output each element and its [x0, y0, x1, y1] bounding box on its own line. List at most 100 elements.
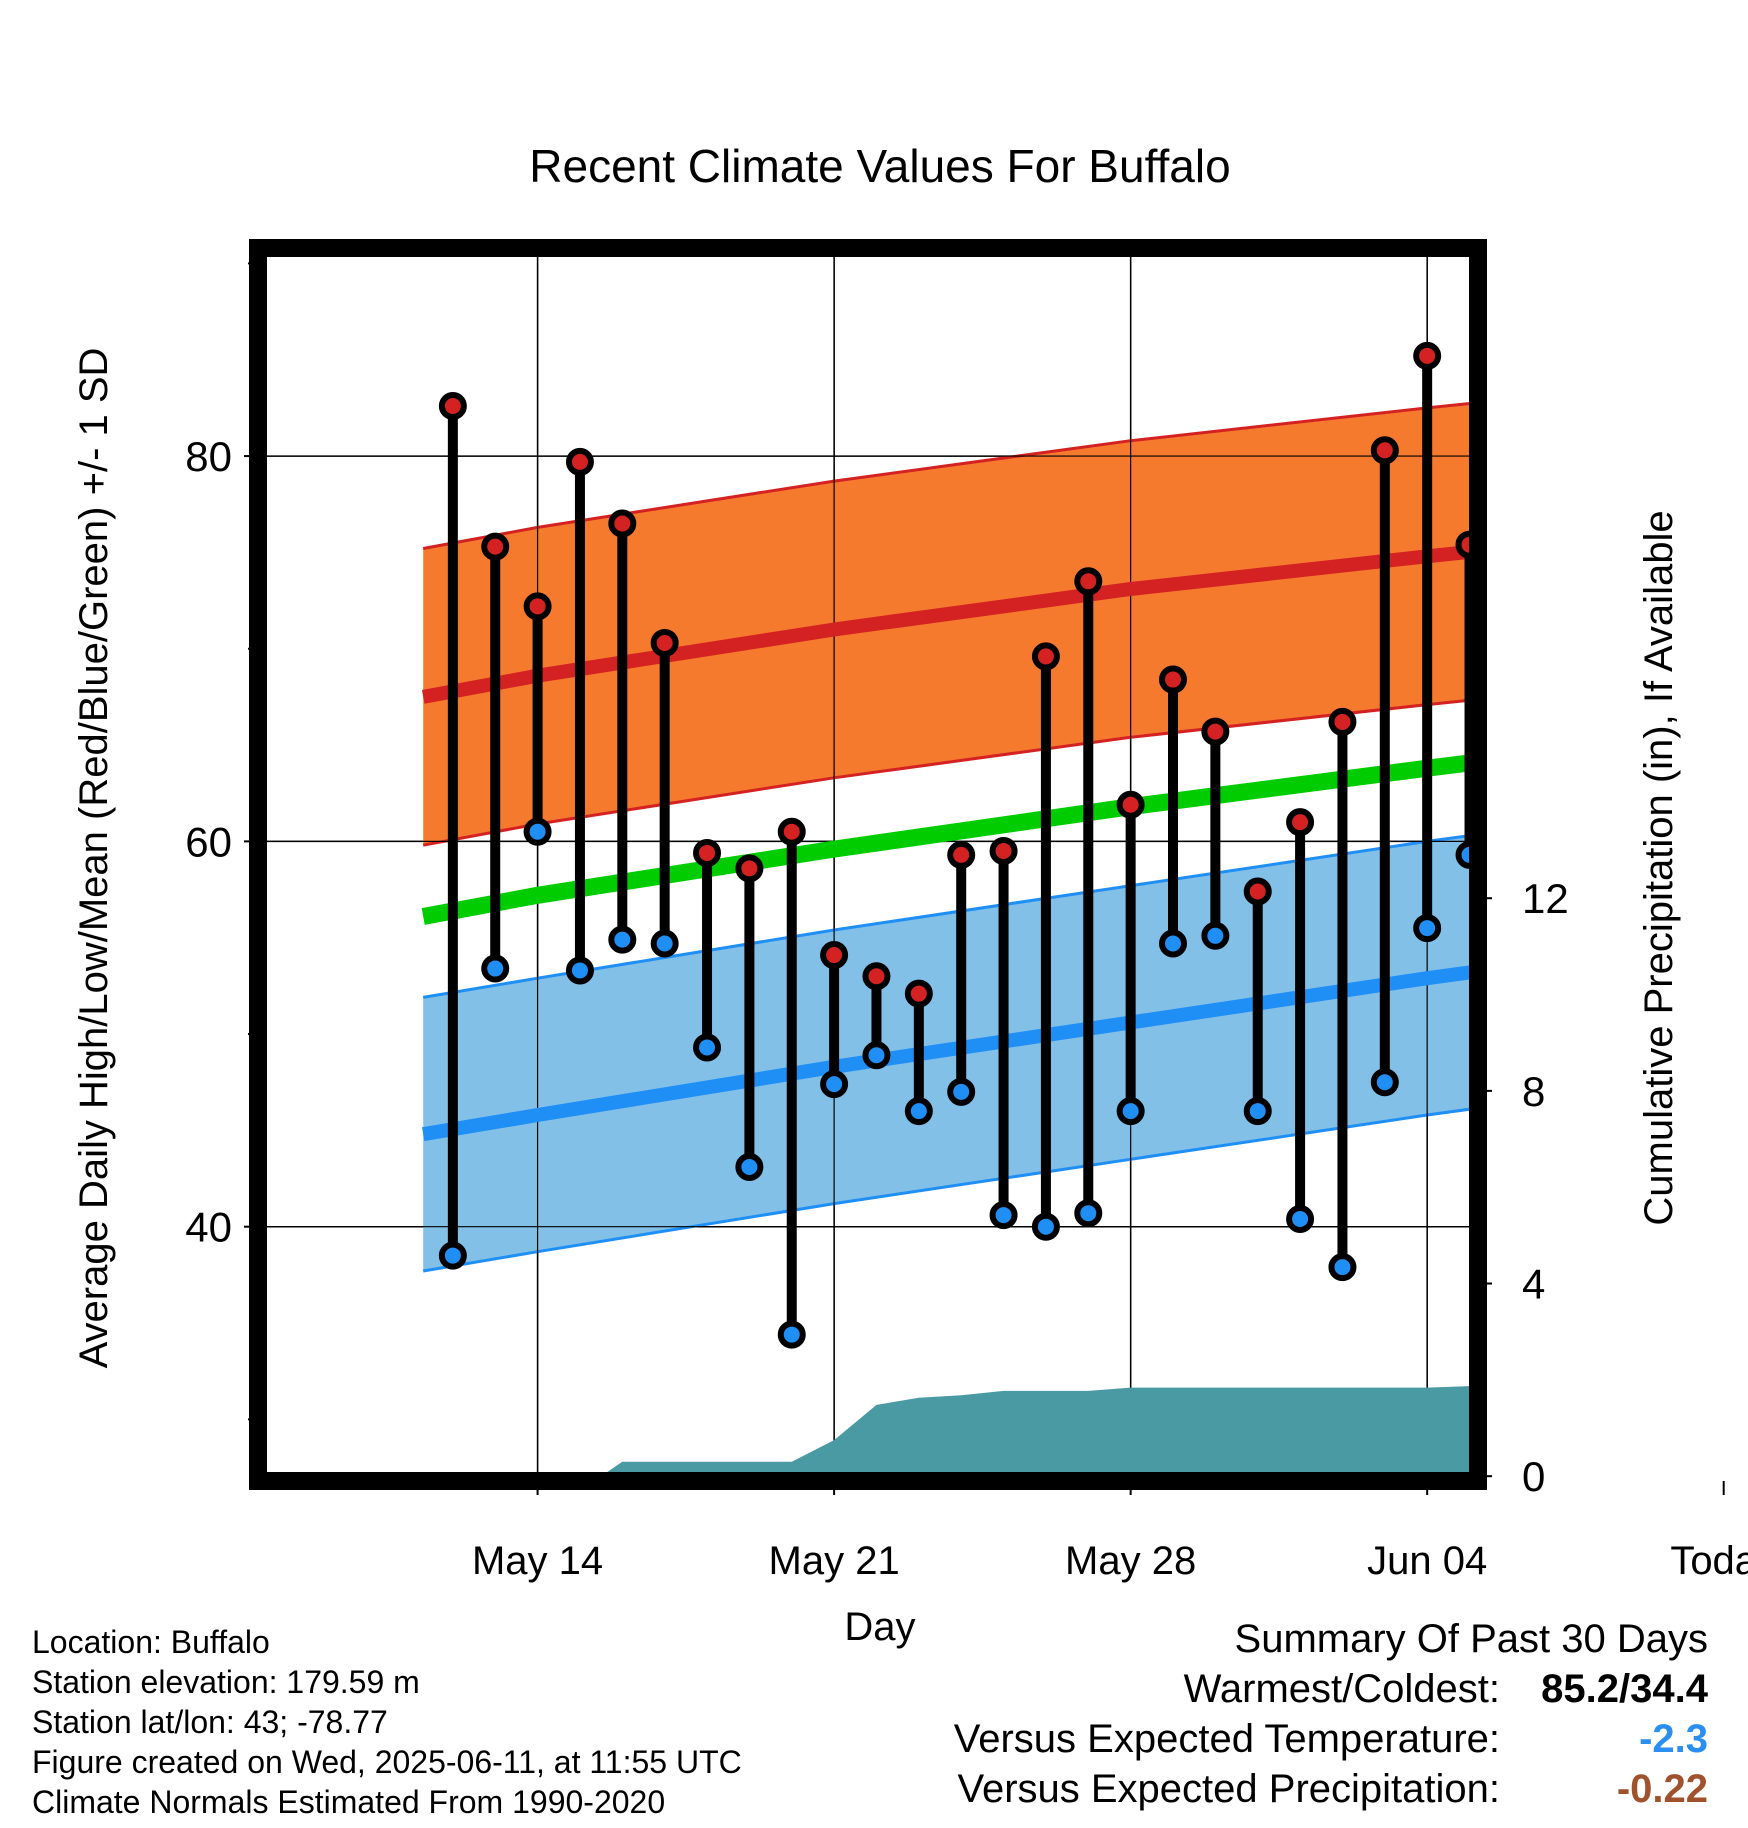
- daily-high-point: [735, 854, 764, 883]
- daily-high-point: [1159, 665, 1187, 694]
- plot-area: 1 SD:±7.7°FAvg:76.4°F1 SD:±7.1°FAvg:55°F…: [258, 248, 1748, 1481]
- band-annotation: 76.4°F: [1742, 569, 1748, 610]
- daily-high-point: [820, 941, 849, 970]
- summary-panel: Summary Of Past 30 Days Warmest/Coldest:…: [954, 1614, 1708, 1814]
- precip-annotation: Days: [1736, 1427, 1748, 1468]
- daily-high-point: [523, 592, 552, 621]
- x-tick-label: Today: [1670, 1539, 1748, 1583]
- summary-title: Summary Of Past 30 Days: [1234, 1617, 1708, 1661]
- daily-high-point: [608, 509, 637, 538]
- daily-high-point: [947, 840, 976, 869]
- daily-high-point: [1116, 790, 1145, 819]
- y-right-tick-label: 0: [1522, 1453, 1545, 1500]
- low-avg-marker: [1709, 923, 1739, 953]
- daily-mean-normal-line: [421, 753, 1478, 925]
- daily-high-point: [1031, 642, 1060, 671]
- y-tick-label: 60: [185, 818, 232, 865]
- daily-high-point: [481, 532, 510, 561]
- daily-low-point: [693, 1033, 722, 1062]
- daily-low-point: [947, 1077, 976, 1106]
- summary-temp-row: Versus Expected Temperature: -2.3: [954, 1714, 1708, 1764]
- info-elevation: Station elevation: 179.59 m: [32, 1664, 420, 1700]
- high-normal-line: [421, 543, 1478, 704]
- y-tick-label: 40: [185, 1204, 232, 1251]
- daily-low-point: [1586, 1010, 1608, 1032]
- summary-precip-value: -0.22: [1616, 1767, 1708, 1811]
- low-normal-line: [422, 964, 1478, 1142]
- daily-high-point: [1328, 707, 1357, 736]
- band-annotation: ±7.7°F: [1738, 323, 1748, 364]
- summary-warmest-row: Warmest/Coldest: 85.2/34.4: [954, 1664, 1708, 1714]
- x-tick-label: May 14: [472, 1539, 603, 1583]
- daily-high-point: [565, 447, 594, 476]
- summary-warmest-value: 85.2/34.4: [1541, 1667, 1708, 1711]
- daily-high-point: [1286, 808, 1315, 837]
- y-right-tick-label: 12: [1522, 875, 1569, 922]
- plot-frame: [249, 239, 1487, 1490]
- station-info: Location: Buffalo Station elevation: 179…: [32, 1622, 742, 1822]
- y-axis-label: Average Daily High/Low/Mean (Red/Blue/Gr…: [72, 348, 116, 1369]
- daily-low-point: [565, 956, 594, 985]
- y-tick-label: 80: [185, 433, 232, 480]
- daily-high-point: [862, 962, 891, 991]
- daily-high-point: [1074, 567, 1103, 596]
- daily-low-point: [777, 1320, 806, 1349]
- daily-low-point: [904, 1097, 933, 1126]
- daily-low-point: [523, 817, 552, 846]
- high-sd-lower-edge: [422, 697, 1478, 847]
- daily-low-point: [481, 954, 510, 983]
- summary-precip-row: Versus Expected Precipitation: -0.22: [954, 1764, 1708, 1814]
- daily-low-point: [1286, 1204, 1315, 1233]
- summary-temp-label: Versus Expected Temperature:: [953, 1717, 1500, 1761]
- info-normals: Climate Normals Estimated From 1990-2020: [32, 1784, 666, 1820]
- summary-temp-value: -2.3: [1639, 1717, 1708, 1761]
- daily-low-point: [862, 1041, 891, 1070]
- daily-low-point: [1543, 940, 1565, 962]
- daily-high-point: [1586, 549, 1608, 571]
- daily-low-point: [1116, 1097, 1145, 1126]
- daily-high-point: [1201, 717, 1230, 746]
- band-annotation: 1 SD:: [1742, 818, 1748, 859]
- precip-annotation: 30: [1736, 1381, 1748, 1422]
- daily-high-point: [650, 628, 679, 657]
- daily-low-point: [1413, 914, 1442, 943]
- daily-low-point: [1370, 1068, 1399, 1097]
- daily-high-point: [989, 837, 1018, 866]
- daily-low-point: [1501, 798, 1523, 820]
- daily-high-point: [1501, 557, 1523, 579]
- high-sd-upper-edge: [422, 401, 1478, 550]
- daily-high-point: [904, 979, 933, 1008]
- y-right-tick-label: 8: [1522, 1068, 1545, 1115]
- daily-high-point: [1543, 476, 1565, 498]
- daily-high-point: [693, 838, 722, 867]
- info-location: Location: Buffalo: [32, 1624, 270, 1660]
- x-tick-label: May 21: [769, 1539, 900, 1583]
- daily-low-point: [735, 1152, 764, 1181]
- daily-low-point: [1243, 1097, 1272, 1126]
- daily-low-point: [989, 1201, 1018, 1230]
- info-latlon: Station lat/lon: 43; -78.77: [32, 1704, 388, 1740]
- y-right-tick-label: 4: [1522, 1261, 1545, 1308]
- low-sd-lower-edge: [422, 1106, 1478, 1273]
- precipitation-area: [258, 1384, 1478, 1481]
- summary-precip-label: Versus Expected Precipitation:: [957, 1767, 1500, 1811]
- summary-warmest-label: Warmest/Coldest:: [1183, 1667, 1500, 1711]
- chart-title: Recent Climate Values For Buffalo: [529, 140, 1230, 192]
- daily-high-point: [438, 391, 467, 420]
- daily-low-point: [1328, 1253, 1357, 1282]
- daily-low-point: [1201, 921, 1230, 950]
- daily-high-point: [777, 817, 806, 846]
- daily-low-point: [820, 1070, 849, 1099]
- high-sd-band: [423, 402, 1478, 846]
- band-annotation: Avg:: [1742, 523, 1748, 564]
- x-axis-label: Day: [844, 1605, 915, 1649]
- daily-low-point: [1159, 929, 1187, 958]
- y-axis-right-label: Cumulative Precipitation (in), If Availa…: [1637, 510, 1681, 1225]
- high-avg-marker: [1709, 510, 1739, 540]
- daily-low-point: [650, 929, 679, 958]
- band-annotation: ±7.1°F: [1738, 866, 1748, 907]
- daily-high-point: [1370, 436, 1399, 465]
- daily-low-point: [1031, 1212, 1060, 1241]
- daily-high-point: [1413, 341, 1442, 370]
